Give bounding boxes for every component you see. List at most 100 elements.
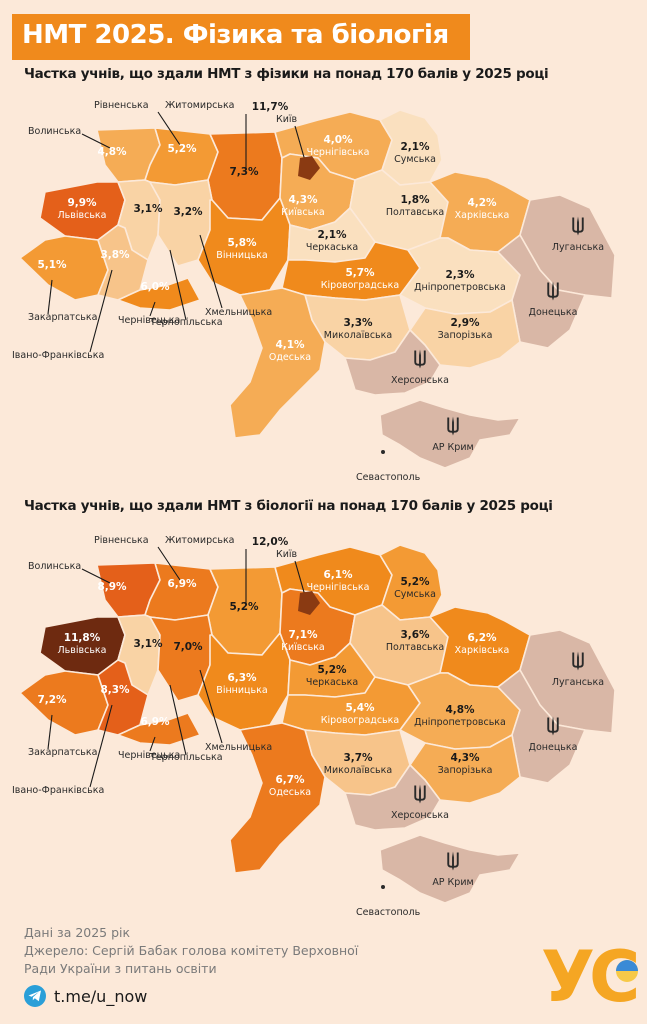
physics-name-rivnenska: Рівненська [94,100,149,111]
biology-region-khersonska [344,764,441,831]
biology-sevastopol-dot [381,885,385,889]
biology-name-lvivska: Львівська [58,645,107,656]
physics-name-arkrym: АР Крим [432,442,473,453]
biology-leader-rivnenska [157,546,181,581]
biology-value-chernivetska: 6,9% [140,716,170,728]
biology-value-sumska: 5,2% [400,576,430,588]
physics-kyiv-city [298,156,320,180]
biology-value-kharkivska: 6,2% [467,632,497,644]
biology-name-sevastopol: Севастополь [356,907,421,918]
biology-name-khersonska: Херсонська [391,810,449,821]
page-title: НМТ 2025. Фізика та біологія [22,20,449,50]
physics-value-khmelnytska: 3,2% [173,206,203,218]
physics-leader-rivnenska [157,111,181,146]
physics-value-chernihivska: 4,0% [323,134,353,146]
physics-value-ternopilska: 3,1% [133,203,163,215]
biology-region-odeska [229,722,326,874]
physics-name-cherkaska: Черкаська [306,242,358,253]
biology-trident-icon-donetska [547,716,559,736]
biology-name-chernivetska: Чернівецька [118,750,180,761]
biology-value-kyivska: 7,1% [288,629,318,641]
physics-name-zakarpatska: Закарпатська [28,312,97,323]
physics-name-mykolaivska: Миколаївська [324,330,392,341]
physics-value-poltavska: 1,8% [400,194,430,206]
physics-leader-volynska [81,133,111,149]
physics-name-chernivetska: Чернівецька [118,315,180,326]
physics-value-sumska: 2,1% [400,141,430,153]
physics-name-ternopilska: Тернопільська [149,317,223,328]
biology-labels: Волинська 8,9% Рівненська 6,9% Житомирська 5,… [12,535,604,918]
biology-name-vinnytska: Вінницька [216,685,267,696]
biology-regions [19,544,616,904]
physics-value-kyiv: 11,7% [252,101,289,113]
physics-region-chernivetska [117,277,201,311]
physics-leader-khmelnytska [199,234,223,309]
biology-trident-icon-arkrym [447,851,459,871]
physics-labels: Волинська 4,8% Рівненська 5,2% Житомирська 7,… [12,100,604,483]
biology-leader-ternopilska [169,684,187,756]
biology-name-ternopilska: Тернопільська [149,752,223,763]
biology-region-sumska [379,544,443,621]
physics-regions [19,109,616,469]
biology-value-rivnenska: 6,9% [167,578,197,590]
physics-value-cherkaska: 2,1% [317,229,347,241]
physics-sevastopol-dot [381,450,385,454]
biology-region-chernivetska [117,712,201,746]
physics-name-zaporizka: Запорізька [438,330,493,341]
physics-name-kyiv: Київ [276,114,298,125]
physics-name-donetska: Донецька [529,307,578,318]
telegram-link[interactable]: t.me/u_now [24,985,147,1007]
physics-name-ivanofrankivska: Івано-Франківська [12,350,104,361]
biology-value-dnipropetrovska: 4,8% [445,704,475,716]
biology-name-kyivska: Київська [281,642,325,653]
biology-trident-icon-khersonska [414,784,426,804]
footer-source-line-2: Ради України з питань освіти [24,961,217,976]
physics-region-donetska [497,234,586,349]
biology-name-chernihivska: Чернігівська [307,582,370,593]
biology-trident-icon-luhanska [572,651,584,671]
physics-name-khmelnytska: Хмельницька [205,307,272,318]
biology-value-zakarpatska: 7,2% [37,694,67,706]
physics-name-chernihivska: Чернігівська [307,147,370,158]
biology-name-arkrym: АР Крим [432,877,473,888]
biology-value-zaporizka: 4,3% [450,752,480,764]
biology-name-ivanofrankivska: Івано-Франківська [12,785,104,796]
physics-name-poltavska: Полтавська [386,207,444,218]
physics-trident-icon-arkrym [447,416,459,436]
physics-value-lvivska: 9,9% [67,197,97,209]
biology-leader-zakarpatska [47,714,53,750]
physics-name-lvivska: Львівська [58,210,107,221]
physics-name-sumska: Сумська [394,154,436,165]
biology-value-vinnytska: 6,3% [227,672,257,684]
physics-name-kirovohradska: Кіровоградська [321,280,399,291]
physics-value-chernivetska: 6,0% [140,281,170,293]
physics-value-kyivska: 4,3% [288,194,318,206]
physics-name-volynska: Волинська [28,126,81,137]
physics-region-sumska [379,109,443,186]
biology-value-ternopilska: 3,1% [133,638,163,650]
biology-name-zakarpatska: Закарпатська [28,747,97,758]
map-subtitle-physics: Частка учнів, що здали НМТ з фізики на п… [24,66,549,82]
biology-value-chernihivska: 6,1% [323,569,353,581]
physics-trident-icon-donetska [547,281,559,301]
biology-name-donetska: Донецька [529,742,578,753]
biology-name-poltavska: Полтавська [386,642,444,653]
biology-name-kirovohradska: Кіровоградська [321,715,399,726]
biology-name-khmelnytska: Хмельницька [205,742,272,753]
physics-region-arkrym [379,399,521,469]
biology-value-mykolaivska: 3,7% [343,752,373,764]
biology-name-cherkaska: Черкаська [306,677,358,688]
title-banner: НМТ 2025. Фізика та біологія [12,14,470,60]
biology-leader-ivanofrankivska [89,704,113,788]
physics-value-zakarpatska: 5,1% [37,259,67,271]
ukraine-flag-badge-icon [616,960,638,982]
physics-value-kirovohradska: 5,7% [345,267,375,279]
physics-name-zhytomyrska: Житомирська [165,100,235,111]
biology-leader-chernivetska [149,736,156,752]
physics-value-vinnytska: 5,8% [227,237,257,249]
physics-value-dnipropetrovska: 2,3% [445,269,475,281]
biology-name-odeska: Одеська [269,787,311,798]
biology-name-kyiv: Київ [276,549,298,560]
physics-value-rivnenska: 5,2% [167,143,197,155]
biology-value-odeska: 6,7% [275,774,305,786]
